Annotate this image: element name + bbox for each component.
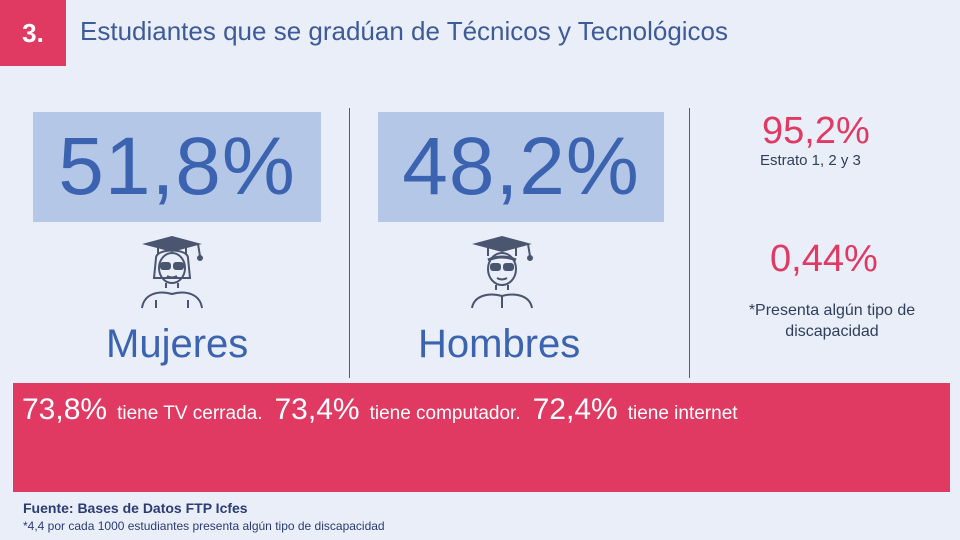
- men-label: Hombres: [418, 322, 581, 366]
- disability-percent: 0,44%: [770, 238, 878, 280]
- women-percent-box: 51,8%: [33, 112, 321, 222]
- estrato-percent: 95,2%: [762, 110, 870, 152]
- computer-text: tiene computador.: [369, 403, 521, 424]
- male-graduate-icon: [471, 235, 533, 309]
- tv-percent: 73,8%: [22, 393, 108, 426]
- slide-number: 3.: [22, 17, 44, 48]
- women-label: Mujeres: [106, 322, 249, 366]
- female-graduate-icon: [141, 235, 203, 309]
- men-percent: 48,2%: [402, 121, 640, 212]
- internet-percent: 72,4%: [532, 393, 618, 426]
- slide-number-badge: 3.: [0, 0, 66, 66]
- page-title: Estudiantes que se gradúan de Técnicos y…: [80, 16, 729, 46]
- vertical-divider: [349, 108, 350, 378]
- stats-band-row: 73,8% tiene TV cerrada. 73,4% tiene comp…: [22, 393, 750, 427]
- women-percent: 51,8%: [58, 121, 296, 212]
- stats-band: [13, 383, 950, 492]
- men-percent-box: 48,2%: [378, 112, 664, 222]
- vertical-divider: [689, 108, 690, 378]
- disability-note: *Presenta algún tipo de discapacidad: [748, 302, 916, 340]
- tv-text: tiene TV cerrada.: [117, 403, 263, 424]
- computer-percent: 73,4%: [274, 393, 360, 426]
- estrato-note: Estrato 1, 2 y 3: [760, 152, 861, 169]
- footnote-text: *4,4 por cada 1000 estudiantes presenta …: [23, 519, 385, 533]
- source-text: Fuente: Bases de Datos FTP Icfes: [23, 500, 248, 516]
- internet-text: tiene internet: [627, 403, 738, 424]
